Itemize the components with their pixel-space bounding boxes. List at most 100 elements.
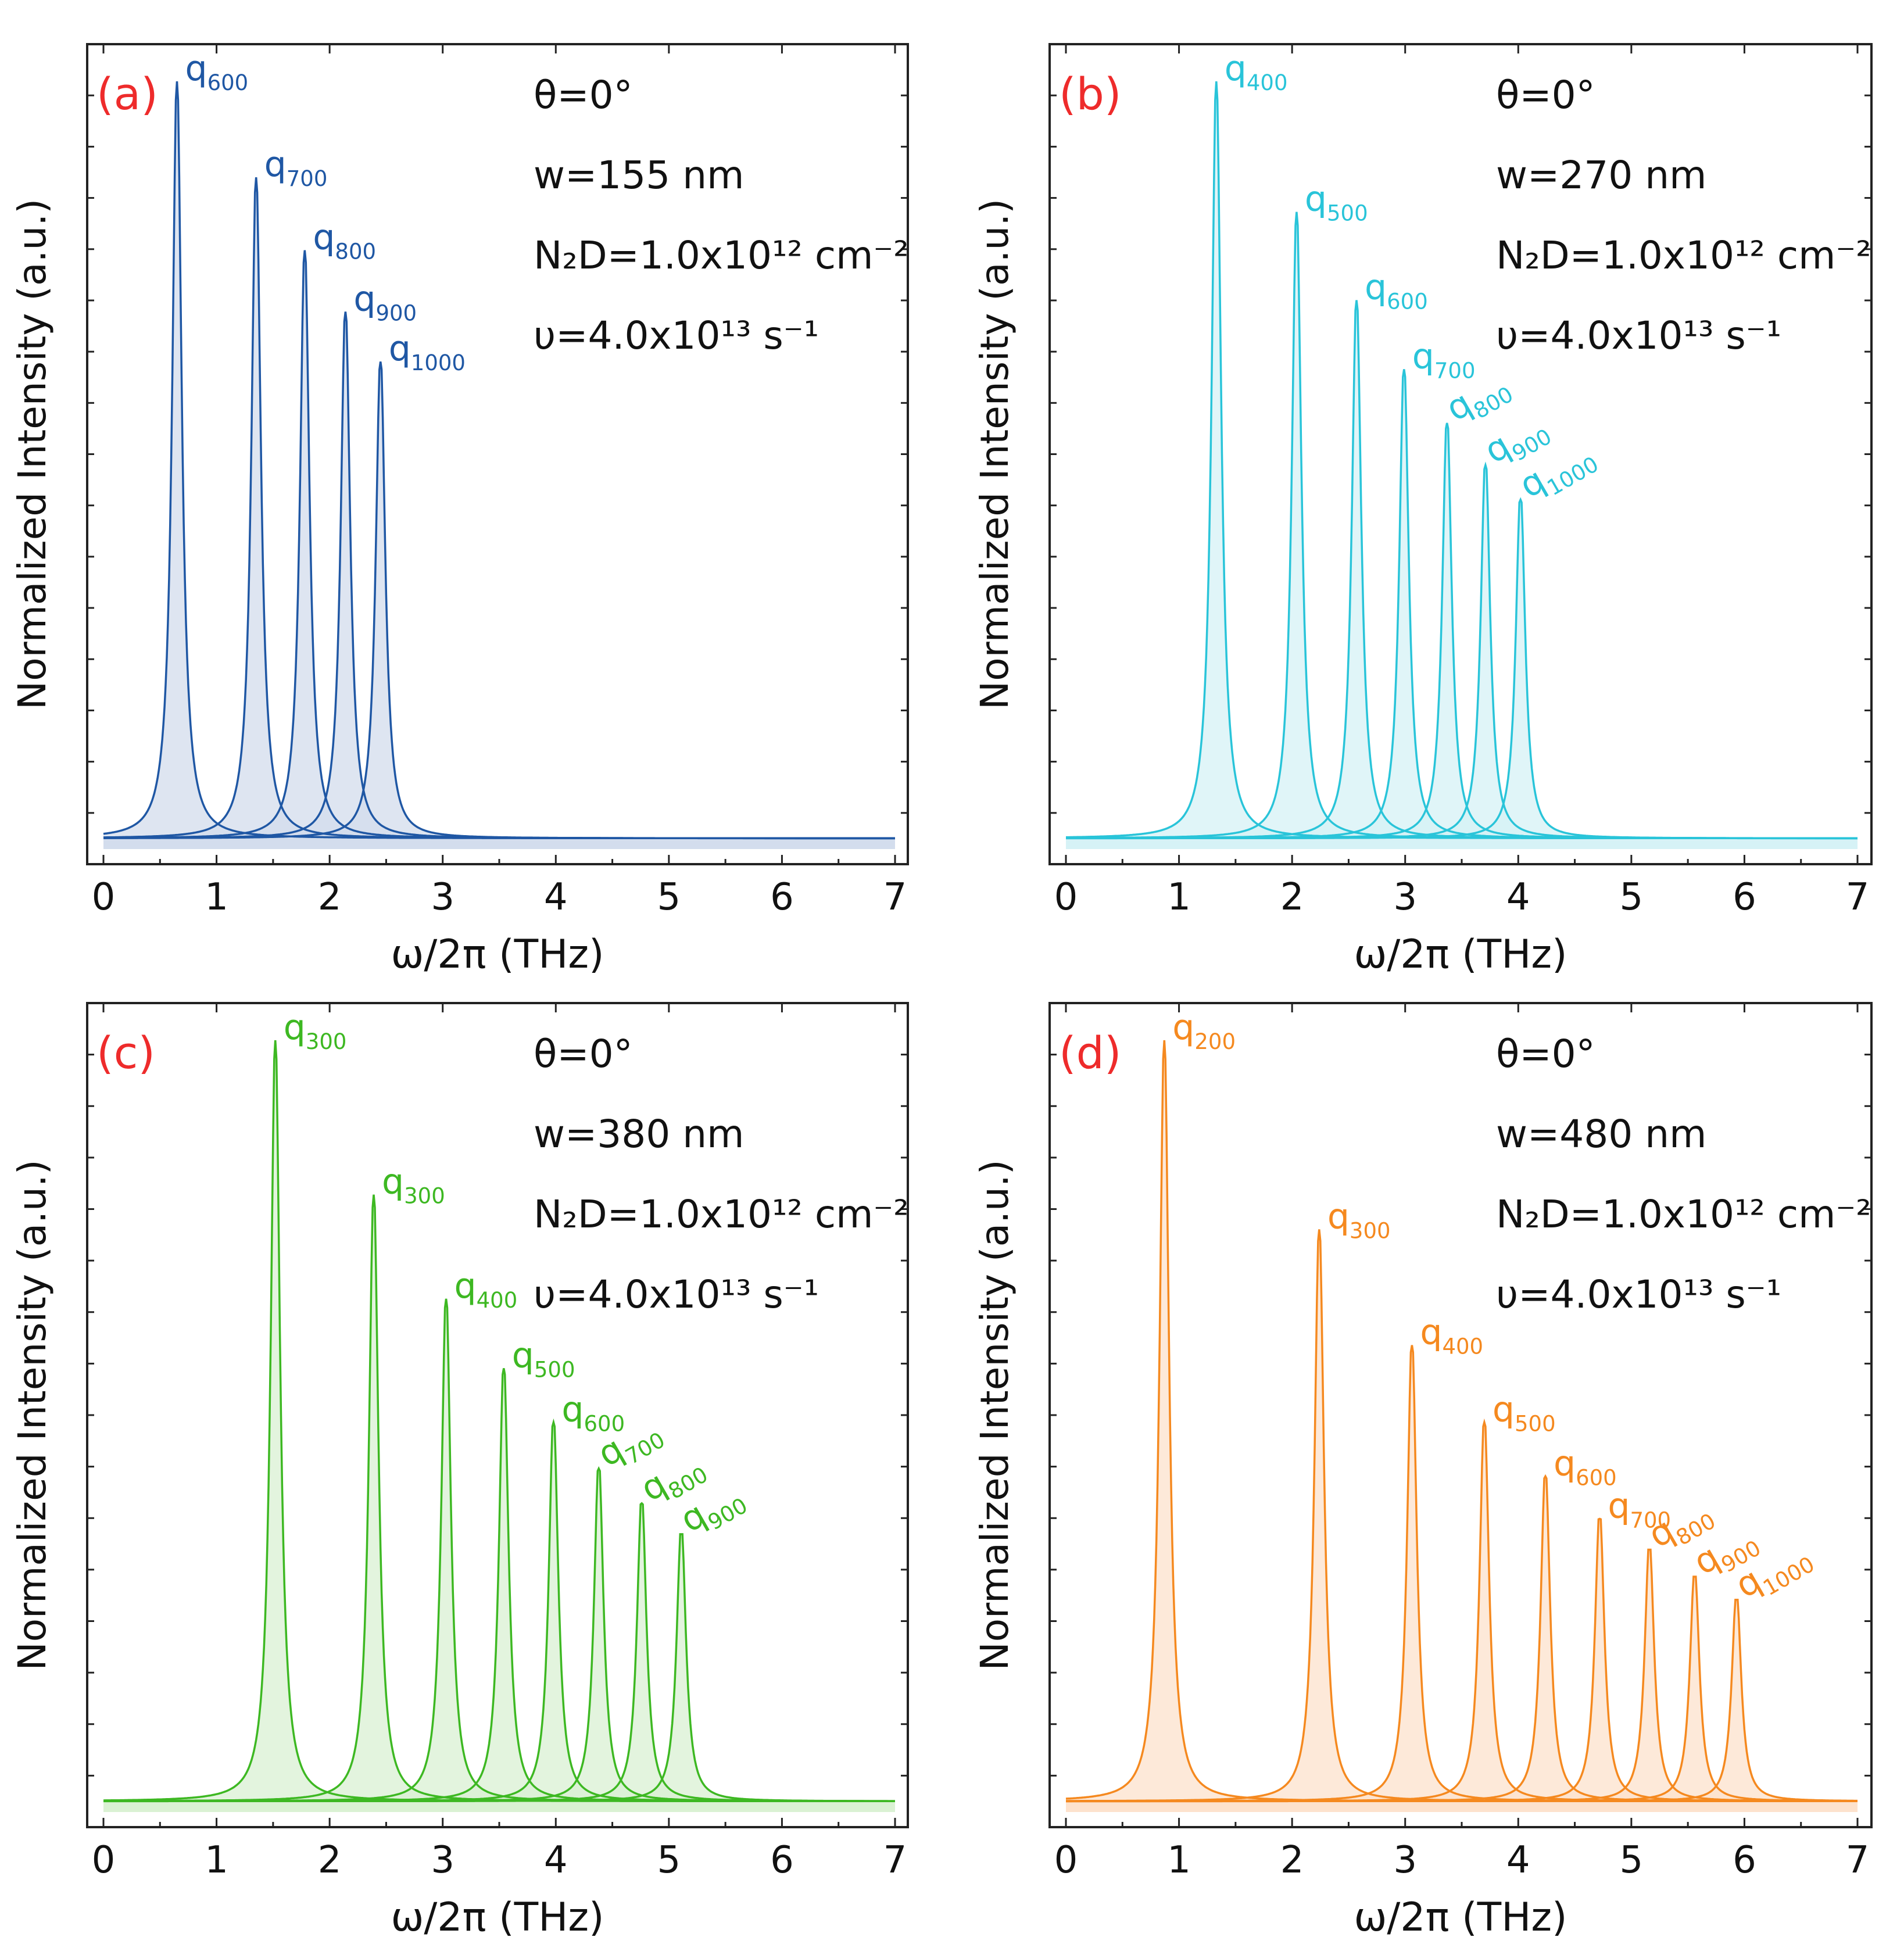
param-text: N₂D=1.0x10¹² cm⁻² xyxy=(1496,233,1871,278)
x-tick-label: 7 xyxy=(1846,1839,1870,1882)
peak-line-q800 xyxy=(1066,422,1858,840)
panel-label: (c) xyxy=(96,1027,155,1079)
panel-c: 0 1 2 3 4 5 6 7 ω/2π (THz) Normalized Intensity (… xyxy=(10,1002,909,1940)
x-tick-label: 1 xyxy=(205,876,228,919)
x-axis-label: ω/2π (THz) xyxy=(391,1895,604,1940)
x-tick-label: 0 xyxy=(92,1839,116,1882)
peak-fill-q400 xyxy=(1066,81,1858,849)
x-tick-label: 6 xyxy=(770,1839,794,1882)
x-tick-label: 4 xyxy=(544,876,568,919)
x-tick-label: 5 xyxy=(1619,876,1643,919)
peak-label-q300: q300 xyxy=(1327,1196,1391,1243)
panel-label: (d) xyxy=(1059,1027,1122,1079)
peak-fill-q500 xyxy=(1066,212,1858,850)
peak-label-q1000: q1000 xyxy=(389,328,466,375)
peak-label-q700: q700 xyxy=(264,144,328,191)
x-tick-label: 7 xyxy=(1846,876,1870,919)
peak-label-q600: q600 xyxy=(561,1389,625,1436)
param-text: w=155 nm xyxy=(534,153,744,198)
param-text: θ=0° xyxy=(534,73,633,117)
x-tick-label: 7 xyxy=(883,1839,907,1882)
peak-label-q500: q500 xyxy=(1493,1389,1556,1436)
y-axis-label: Normalized Intensity (a.u.) xyxy=(10,199,55,710)
peak-line-q700 xyxy=(1066,369,1858,840)
peak-line-q500 xyxy=(1066,212,1858,840)
x-tick-label: 1 xyxy=(1167,876,1191,919)
peak-line-q1000 xyxy=(103,361,895,840)
x-tick-label: 4 xyxy=(1506,1839,1530,1882)
x-tick-label: 0 xyxy=(1054,1839,1078,1882)
x-axis-label: ω/2π (THz) xyxy=(1354,932,1567,978)
param-text: N₂D=1.0x10¹² cm⁻² xyxy=(534,233,909,278)
peak-fill-q900 xyxy=(1066,1577,1858,1812)
peak-fill-q1000 xyxy=(103,361,895,849)
peak-label-q700: q700 xyxy=(1608,1485,1671,1533)
peak-line-q1000 xyxy=(1066,1599,1858,1803)
plot-frame xyxy=(1048,43,1873,865)
peak-line-q900 xyxy=(103,311,895,840)
x-tick-label: 7 xyxy=(883,876,907,919)
param-text: υ=4.0x10¹³ s⁻¹ xyxy=(1496,313,1781,358)
peak-label-q200: q200 xyxy=(1172,1007,1236,1054)
param-text: υ=4.0x10¹³ s⁻¹ xyxy=(1496,1272,1781,1317)
y-axis-label: Normalized Intensity (a.u.) xyxy=(972,1159,1017,1670)
peak-fill-q600 xyxy=(103,81,895,849)
param-text: w=380 nm xyxy=(534,1112,744,1156)
param-text: θ=0° xyxy=(1496,73,1595,117)
x-tick-label: 2 xyxy=(318,876,342,919)
peak-label-q400: q400 xyxy=(454,1266,518,1313)
x-tick-label: 3 xyxy=(431,876,454,919)
param-text: w=270 nm xyxy=(1496,153,1706,198)
x-tick-label: 6 xyxy=(770,876,794,919)
x-tick-label: 0 xyxy=(92,876,116,919)
peak-label-q500: q500 xyxy=(512,1335,575,1382)
panel-label: (a) xyxy=(96,68,158,120)
peak-line-q900 xyxy=(103,1533,895,1803)
x-tick-label: 1 xyxy=(1167,1839,1191,1882)
x-tick-label: 5 xyxy=(657,1839,681,1882)
peak-label-q800: q800 xyxy=(313,217,376,264)
y-axis-label: Normalized Intensity (a.u.) xyxy=(972,199,1017,710)
peak-label-q500: q500 xyxy=(1305,179,1368,226)
peak-label-q400: q400 xyxy=(1420,1312,1483,1359)
x-tick-label: 1 xyxy=(205,1839,228,1882)
x-tick-label: 6 xyxy=(1733,1839,1756,1882)
x-tick-label: 0 xyxy=(1054,876,1078,919)
y-axis-label: Normalized Intensity (a.u.) xyxy=(10,1159,55,1670)
panel-d: 0 1 2 3 4 5 6 7 ω/2π (THz) Normalized Intensity (… xyxy=(972,1002,1873,1940)
x-tick-label: 2 xyxy=(318,1839,342,1882)
peak-label-q700: q700 xyxy=(1412,336,1476,383)
peak-fill-q900 xyxy=(103,311,895,849)
panel-b: 0 1 2 3 4 5 6 7 ω/2π (THz) Normalized Intensity (… xyxy=(972,43,1873,978)
peak-fill-q700 xyxy=(103,177,895,850)
peak-label-q300: q300 xyxy=(382,1162,445,1209)
x-tick-label: 5 xyxy=(1619,1839,1643,1882)
peak-line-q1000 xyxy=(1066,497,1858,840)
peak-label-q900: q900 xyxy=(353,278,417,325)
panel-label: (b) xyxy=(1059,68,1122,120)
param-text: N₂D=1.0x10¹² cm⁻² xyxy=(1496,1192,1871,1237)
x-tick-label: 5 xyxy=(657,876,681,919)
param-text: N₂D=1.0x10¹² cm⁻² xyxy=(534,1192,909,1237)
peak-fill-q500 xyxy=(103,1368,895,1812)
param-text: υ=4.0x10¹³ s⁻¹ xyxy=(534,1272,819,1317)
x-axis-label: ω/2π (THz) xyxy=(391,932,604,978)
param-text: θ=0° xyxy=(1496,1032,1595,1076)
param-text: θ=0° xyxy=(534,1032,633,1076)
x-tick-label: 4 xyxy=(1506,876,1530,919)
x-axis-label: ω/2π (THz) xyxy=(1354,1895,1567,1940)
param-text: w=480 nm xyxy=(1496,1112,1706,1156)
peak-label-q600: q600 xyxy=(185,48,248,95)
x-tick-label: 3 xyxy=(1393,1839,1417,1882)
x-tick-label: 6 xyxy=(1733,876,1756,919)
x-tick-label: 2 xyxy=(1280,1839,1304,1882)
x-tick-label: 3 xyxy=(431,1839,454,1882)
peak-label-q300: q300 xyxy=(284,1007,347,1054)
peak-label-q600: q600 xyxy=(1554,1443,1617,1490)
peak-label-q400: q400 xyxy=(1225,48,1288,95)
peak-line-q400 xyxy=(1066,81,1858,840)
panel-a: 0 1 2 3 4 5 6 7 ω/2π (THz) Normalized Intensity (… xyxy=(10,43,909,978)
x-tick-label: 4 xyxy=(544,1839,568,1882)
peak-line-q600 xyxy=(103,81,895,840)
